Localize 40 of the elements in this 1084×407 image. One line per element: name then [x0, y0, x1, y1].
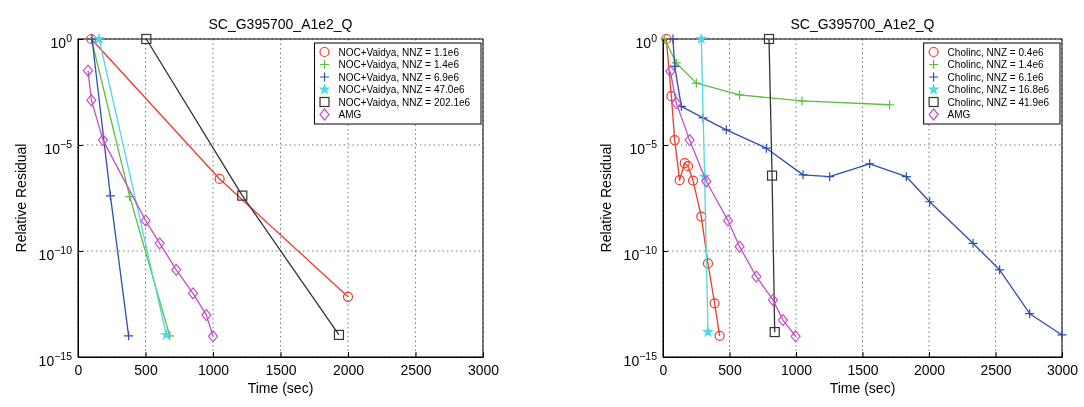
x-tick-label: 2500 — [980, 362, 1012, 379]
legend-label: Cholinc, NNZ = 6.1e6 — [947, 71, 1044, 83]
x-axis-title: Time (sec) — [247, 380, 314, 396]
x-tick-label: 1500 — [847, 362, 879, 379]
y-tick-label: 10$^{0}$ — [50, 31, 73, 51]
chart-title: SC_G395700_A1e2_Q — [208, 16, 353, 32]
legend-label: NOC+Vaidya, NNZ = 1.4e6 — [338, 59, 460, 70]
y-tick-label: 10$^{−10}$ — [38, 243, 73, 263]
y-tick-label: 10$^{−15}$ — [623, 349, 658, 369]
legend-label: Cholinc, NNZ = 0.4e6 — [947, 46, 1044, 58]
y-tick-label: 10$^{−5}$ — [629, 137, 658, 157]
x-tick-label: 500 — [718, 362, 742, 379]
x-axis-title: Time (sec) — [829, 380, 896, 396]
x-tick-label: 2500 — [400, 362, 432, 379]
legend-label: Cholinc, NNZ = 41.9e6 — [947, 96, 1050, 108]
legend-label: AMG — [338, 109, 362, 120]
y-tick-label: 10$^{0}$ — [635, 31, 658, 51]
legend-label: AMG — [947, 109, 971, 120]
y-tick-label: 10$^{−15}$ — [38, 349, 73, 369]
y-axis-title: Relative Residual — [598, 143, 614, 253]
legend-label: NOC+Vaidya, NNZ = 1.1e6 — [338, 46, 460, 58]
x-tick-label: 2000 — [913, 362, 946, 379]
x-tick-label: 1500 — [265, 362, 297, 379]
x-tick-label: 0 — [659, 362, 668, 379]
chart-title: SC_G395700_A1e2_Q — [790, 16, 935, 32]
legend-label: Cholinc, NNZ = 1.4e6 — [947, 59, 1044, 70]
x-tick-label: 2000 — [332, 362, 365, 379]
x-tick-label: 3000 — [1046, 362, 1079, 379]
y-tick-label: 10$^{−10}$ — [623, 243, 658, 263]
y-tick-label: 10$^{−5}$ — [44, 137, 73, 157]
legend-label: NOC+Vaidya, NNZ = 6.9e6 — [338, 71, 460, 83]
x-tick-label: 1000 — [197, 362, 230, 379]
x-tick-label: 3000 — [467, 362, 500, 379]
y-axis-title: Relative Residual — [13, 143, 29, 253]
legend-label: NOC+Vaidya, NNZ = 202.1e6 — [338, 96, 471, 108]
x-tick-label: 1000 — [780, 362, 813, 379]
x-tick-label: 0 — [74, 362, 83, 379]
x-tick-label: 500 — [134, 362, 158, 379]
legend-label: Cholinc, NNZ = 16.8e6 — [947, 84, 1050, 95]
legend-label: NOC+Vaidya, NNZ = 47.0e6 — [338, 84, 465, 95]
